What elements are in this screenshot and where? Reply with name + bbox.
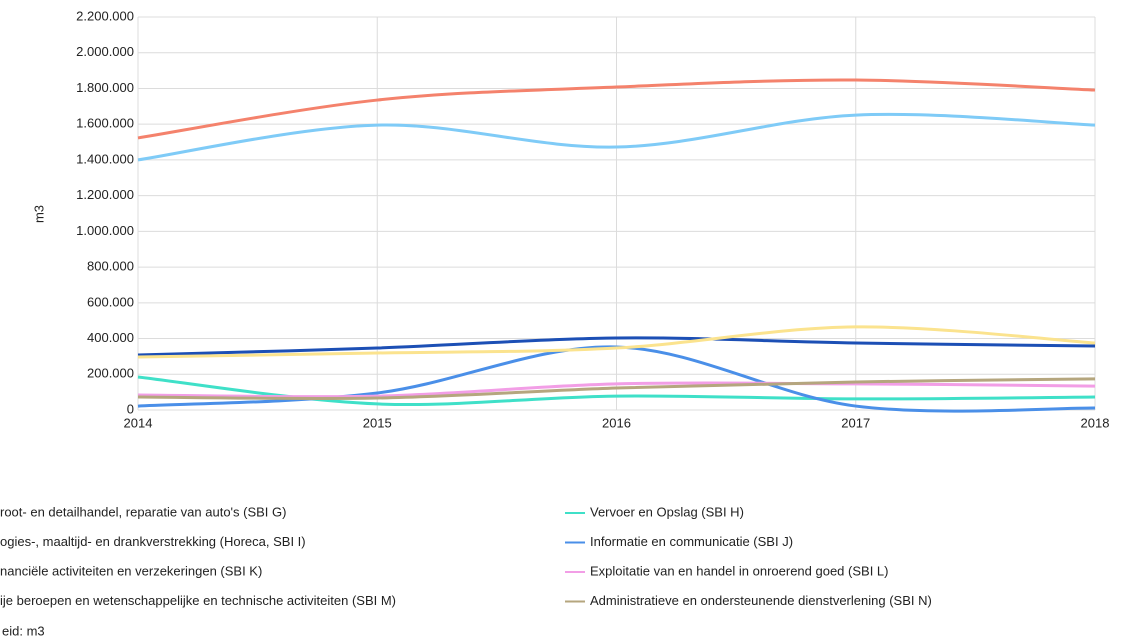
legend-label: ogies-, maaltijd- en drankverstrekking (…: [0, 534, 306, 549]
y-tick-label: 1.000.000: [76, 223, 134, 238]
series-line: [137, 78, 1096, 140]
y-tick-label: 200.000: [87, 366, 134, 381]
legend-label: Exploitatie van en handel in onroerend g…: [590, 563, 888, 578]
legend-label: Administratieve en ondersteunende dienst…: [590, 593, 932, 608]
y-tick-label: 2.200.000: [76, 8, 134, 23]
y-tick-label: 1.200.000: [76, 187, 134, 202]
series-line: [137, 336, 1096, 357]
y-tick-label: 1.800.000: [76, 80, 134, 95]
y-tick-label: 400.000: [87, 330, 134, 345]
y-tick-label: 2.000.000: [76, 44, 134, 59]
y-tick-label: 1.600.000: [76, 116, 134, 131]
x-tick-label: 2016: [602, 415, 631, 430]
x-tick-label: 2018: [1081, 415, 1110, 430]
y-tick-label: 600.000: [87, 294, 134, 309]
legend-label: nanciële activiteiten en verzekeringen (…: [0, 563, 262, 578]
legend-label: ije beroepen en wetenschappelijke en tec…: [0, 593, 396, 608]
series-line: [137, 112, 1096, 162]
note: eid: m3: [2, 623, 45, 638]
series-line: [137, 377, 1096, 401]
y-tick-label: 800.000: [87, 259, 134, 274]
series-line: [137, 381, 1096, 399]
legend-label: Vervoer en Opslag (SBI H): [590, 504, 744, 519]
x-tick-label: 2014: [124, 415, 153, 430]
x-tick-label: 2015: [363, 415, 392, 430]
legend-label: root- en detailhandel, reparatie van aut…: [0, 504, 286, 519]
y-axis-label: m3: [31, 205, 46, 223]
series-line: [137, 325, 1096, 359]
y-tick-label: 1.400.000: [76, 151, 134, 166]
y-tick-label: 0: [127, 401, 134, 416]
legend-label: Informatie en communicatie (SBI J): [590, 534, 793, 549]
x-tick-label: 2017: [841, 415, 870, 430]
